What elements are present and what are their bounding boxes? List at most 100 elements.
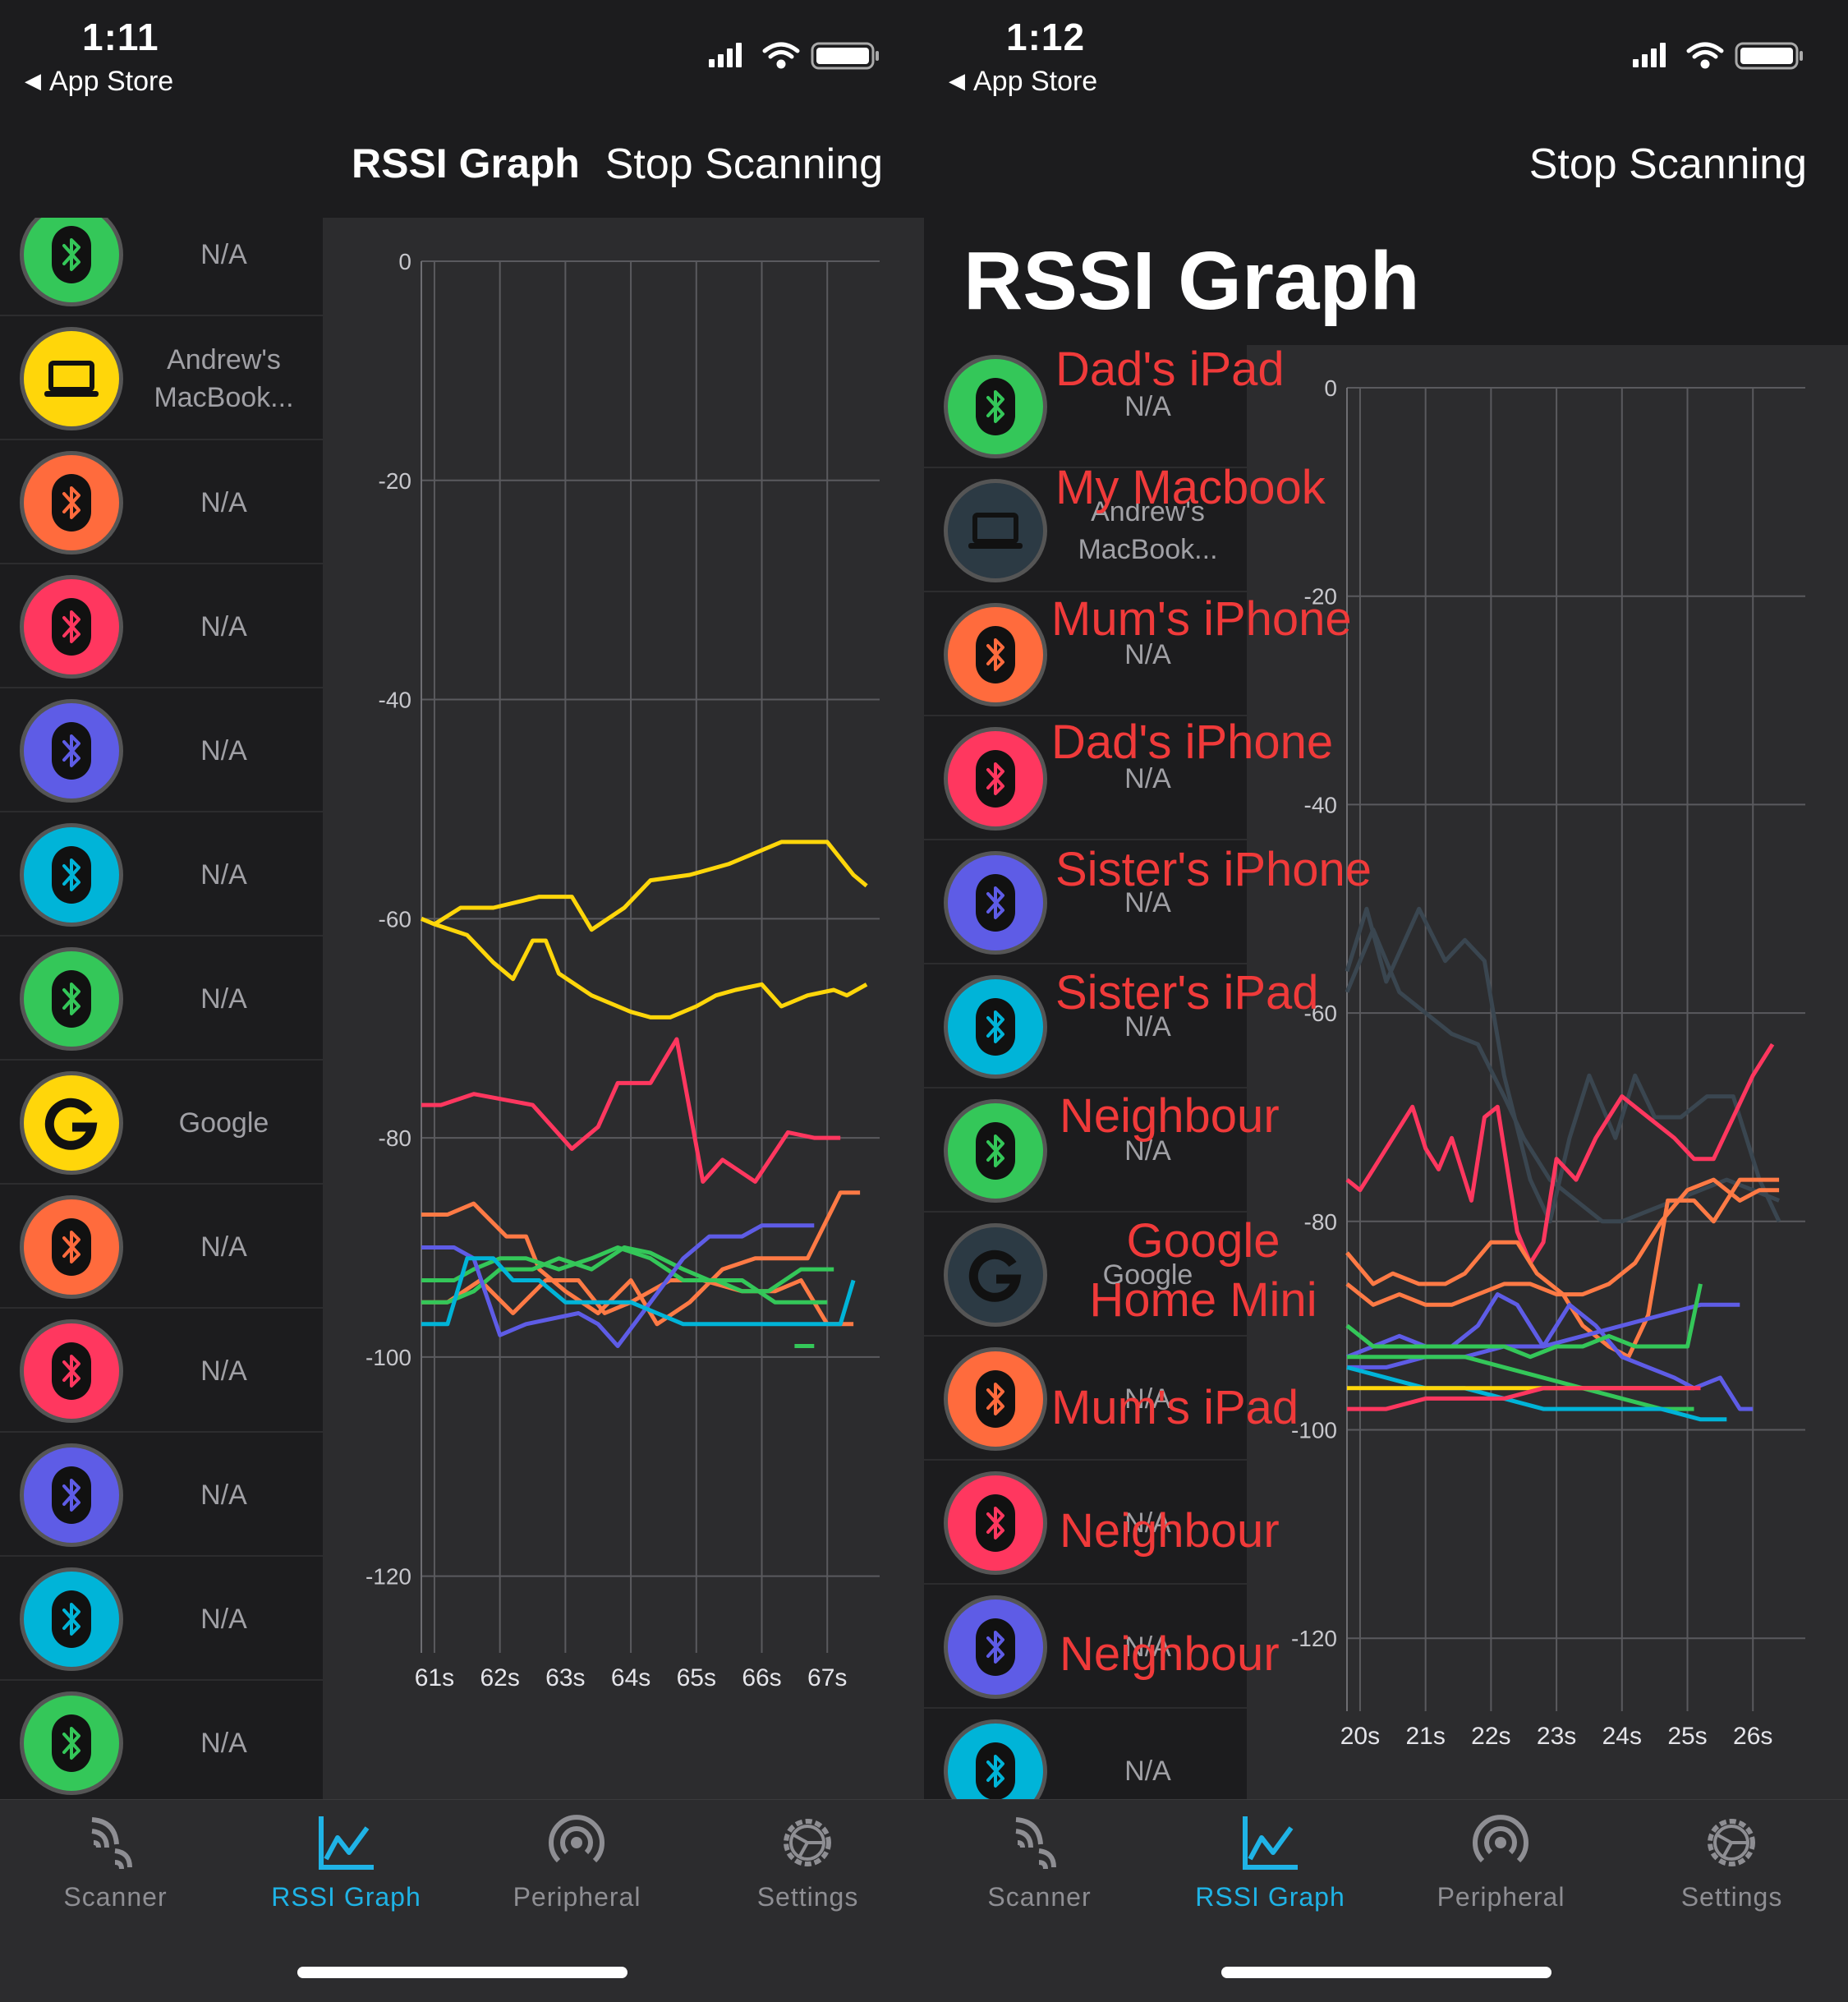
tab-peripheral[interactable]: Peripheral [1386, 1800, 1616, 1915]
y-tick-label: -20 [379, 468, 411, 494]
bluetooth-icon [52, 1466, 91, 1524]
device-name: Google [178, 1107, 269, 1139]
x-tick-label: 26s [1733, 1723, 1772, 1750]
x-tick-label: 23s [1537, 1723, 1576, 1750]
tab-scanner[interactable]: Scanner [0, 1800, 231, 1915]
device-row[interactable]: N/A [0, 1682, 323, 1799]
bluetooth-icon [52, 474, 91, 532]
content-area: N/A Andrew's MacBook... N/A N/A N/A N/A N/A Goo… [0, 218, 924, 1799]
device-row[interactable]: N/A [924, 1710, 1247, 1799]
status-bar: 1:11 ◀ App Store [0, 0, 924, 123]
device-name: N/A [1124, 1135, 1171, 1167]
device-row[interactable]: N/A [924, 1089, 1247, 1213]
device-annotation: Sister's iPhone [1055, 843, 1372, 896]
bluetooth-icon [52, 598, 91, 656]
device-row[interactable]: N/A [0, 1434, 323, 1557]
device-row[interactable]: N/A [0, 218, 323, 316]
device-annotation: My Macbook [1055, 461, 1326, 514]
device-row[interactable]: N/A [0, 813, 323, 937]
tab-rssi-graph[interactable]: RSSI Graph [1155, 1800, 1386, 1915]
rssi-chart-panel: 0 -20 -40 -60 -80 -100 -120 61s 62s 63s 64s 65s 66s 6… [323, 218, 924, 1799]
tab-settings[interactable]: Settings [692, 1800, 923, 1915]
device-annotation: Dad's iPhone [1051, 716, 1334, 769]
device-avatar [20, 823, 123, 927]
series-line [1345, 1042, 1775, 1265]
device-row[interactable]: N/A [0, 565, 323, 688]
battery-icon [811, 42, 879, 70]
device-name: N/A [200, 611, 247, 642]
home-indicator[interactable] [1221, 1967, 1551, 1978]
right-phone-screen: 1:12 ◀ App Store Stop Scanning RSSI Graph… [924, 0, 1848, 2001]
device-row[interactable]: N/A [924, 1337, 1247, 1461]
device-row[interactable]: N/A [0, 937, 323, 1061]
device-avatar [944, 975, 1047, 1079]
back-to-app-store-link[interactable]: ◀ App Store [25, 66, 173, 98]
tab-scanner[interactable]: Scanner [924, 1800, 1155, 1915]
device-name: N/A [1124, 639, 1171, 670]
device-list[interactable]: N/A Andrew's MacBook... N/A N/A N/A N/A N/A Goo… [924, 345, 1247, 1799]
device-row[interactable]: Andrew's MacBook... [0, 317, 323, 440]
status-time: 1:12 [1006, 16, 1086, 58]
device-name: N/A [1124, 1632, 1171, 1663]
stop-scanning-button[interactable]: Stop Scanning [1529, 140, 1807, 188]
tab-settings[interactable]: Settings [1616, 1800, 1847, 1915]
device-row[interactable]: N/A [924, 1461, 1247, 1585]
x-tick-label: 25s [1667, 1723, 1707, 1750]
series-line [1345, 927, 1781, 1224]
series-line [1347, 1386, 1701, 1411]
rssi-chart: 0 -20 -40 -60 -80 -100 -120 61s 62s 63s 64s 65s 66s 6… [365, 249, 880, 1691]
bluetooth-icon [976, 1742, 1015, 1799]
status-time: 1:11 [82, 16, 159, 58]
back-to-app-store-link[interactable]: ◀ App Store [949, 66, 1097, 98]
device-list[interactable]: N/A Andrew's MacBook... N/A N/A N/A N/A N/A Goo… [0, 218, 323, 1799]
google-icon [43, 1094, 100, 1152]
device-avatar [20, 218, 123, 306]
device-annotation: Sister's iPad [1055, 966, 1319, 1019]
device-row[interactable]: N/A [0, 441, 323, 564]
device-annotation: Neighbour [1060, 1627, 1280, 1681]
left-phone-screen: 1:11 ◀ App Store RSSI Graph Stop Scanning… [0, 0, 924, 2001]
tab-label: Settings [756, 1882, 859, 1912]
device-row[interactable]: Google [0, 1061, 323, 1185]
home-indicator[interactable] [297, 1967, 627, 1978]
device-row[interactable]: N/A [924, 593, 1247, 716]
google-icon [967, 1246, 1024, 1304]
rssi-chart-panel: 0 -20 -40 -60 -80 -100 -120 20s 21s 22s 23s 24s 25s 2… [1247, 345, 1848, 1799]
bluetooth-icon [976, 378, 1015, 435]
device-avatar [944, 1719, 1047, 1799]
device-row[interactable]: N/A [924, 1585, 1247, 1709]
x-tick-label: 24s [1602, 1723, 1642, 1750]
device-avatar [944, 727, 1047, 831]
battery-icon [1735, 42, 1803, 70]
tab-label: Peripheral [1437, 1882, 1565, 1912]
device-row[interactable]: N/A [0, 689, 323, 812]
y-tick-label: -100 [365, 1345, 411, 1370]
stop-scanning-button[interactable]: Stop Scanning [605, 140, 883, 188]
device-row[interactable]: N/A [924, 841, 1247, 964]
x-tick-label: 66s [742, 1664, 781, 1691]
tab-label: Settings [1680, 1882, 1783, 1912]
device-row[interactable]: N/A [0, 1558, 323, 1681]
large-page-title: RSSI Graph [963, 235, 1420, 327]
device-name: N/A [200, 1604, 247, 1635]
device-row[interactable]: Andrew's MacBook... [924, 469, 1247, 592]
series-line [421, 916, 868, 1019]
device-row[interactable]: N/A [924, 965, 1247, 1088]
x-tick-label: 22s [1471, 1723, 1510, 1750]
device-row[interactable]: N/A [0, 1185, 323, 1309]
device-row[interactable]: N/A [924, 345, 1247, 468]
device-name: N/A [200, 983, 247, 1015]
device-row[interactable]: N/A [924, 717, 1247, 840]
bluetooth-icon [52, 1218, 91, 1276]
device-row[interactable]: N/A [0, 1309, 323, 1433]
series-line [421, 1190, 861, 1327]
wifi-icon [1686, 42, 1724, 69]
tab-peripheral[interactable]: Peripheral [462, 1800, 692, 1915]
bluetooth-icon [52, 722, 91, 780]
tab-label: Scanner [987, 1882, 1092, 1912]
device-name: N/A [200, 859, 247, 891]
tab-rssi-graph[interactable]: RSSI Graph [231, 1800, 462, 1915]
device-row[interactable]: Google [924, 1213, 1247, 1337]
cellular-signal-icon [1633, 43, 1666, 67]
device-avatar [20, 575, 123, 679]
